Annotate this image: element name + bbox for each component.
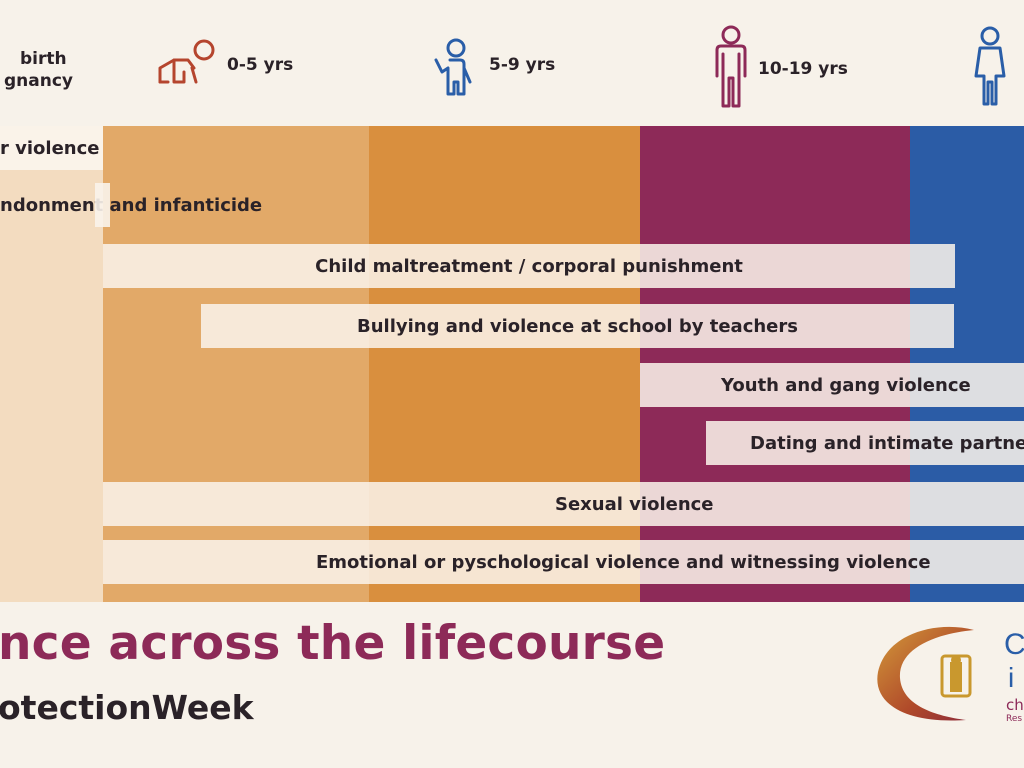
age-header: birth gnancy 0-5 yrs 5-9 yrs 10-19 yrs [0,0,1024,126]
bar-label: Bullying and violence at school by teach… [357,315,798,337]
bar-abandonment-tab [95,183,110,227]
bar-label: Sexual violence [555,493,714,515]
adolescent-icon [715,25,747,108]
footer [0,602,1024,768]
bar-label: Child maltreatment / corporal punishment [315,255,743,277]
bar-bullying: Bullying and violence at school by teach… [201,304,954,348]
bar-label: Youth and gang violence [721,374,971,396]
logo-letter-i: i [1008,662,1015,693]
logo-letter-c: C [1004,628,1024,661]
child-icon [434,38,472,96]
age-label-pregnancy-line2: gnancy [4,71,74,91]
age-label-pregnancy-line1: birth [20,49,67,69]
column-pregnancy [0,126,103,602]
age-label-5-9: 5-9 yrs [489,55,556,75]
hashtag: otectionWeek [0,688,254,727]
logo-sub2: Res [1006,714,1023,724]
bar-child-maltreatment: Child maltreatment / corporal punishment [103,244,955,288]
age-label-pregnancy: birth gnancy [0,48,73,92]
bar-youth-gang: Youth and gang violence [640,363,1024,407]
bar-label: ndonment and infanticide [0,194,263,216]
bar-abandonment: ndonment and infanticide [0,183,262,227]
page-title: nce across the lifecourse [0,616,666,671]
logo-sub: ch [1006,696,1024,714]
age-label-10-19: 10-19 yrs [758,59,848,79]
bar-dating-intimate: Dating and intimate partne [706,421,1024,465]
bar-label: r violence [0,137,100,159]
bar-violence-pregnancy: r violence [0,126,103,170]
column-5-9 [369,126,640,602]
bar-sexual-violence: Sexual violence [103,482,1024,526]
adult-woman-icon [974,26,1006,106]
bar-emotional-violence: Emotional or pyschological violence and … [103,540,1024,584]
bar-label: Dating and intimate partne [750,432,1024,454]
crawling-baby-icon [158,39,215,84]
age-label-0-5: 0-5 yrs [227,55,294,75]
organization-logo [877,626,974,721]
bar-label: Emotional or pyschological violence and … [316,551,931,573]
